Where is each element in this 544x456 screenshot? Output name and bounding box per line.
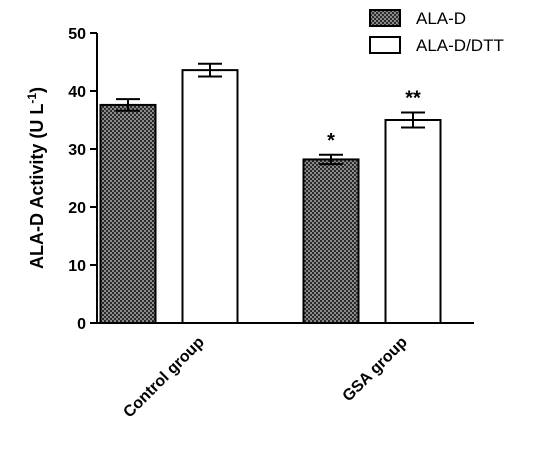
legend-swatch-ala-d (369, 9, 401, 27)
legend-label: ALA-D/DTT (416, 36, 504, 55)
bar-ala-d-control-group (99, 103, 157, 324)
y-tick-label: 0 (77, 316, 86, 333)
x-tick-label: GSA group (340, 334, 411, 405)
legend-swatch-ala-d-dtt (369, 36, 401, 54)
y-tick-label: 30 (68, 142, 86, 159)
significance-marker: * (327, 130, 335, 152)
legend-label: ALA-D (416, 9, 466, 28)
x-tick-label: Control group (120, 334, 208, 422)
y-tick-label: 10 (68, 258, 86, 275)
y-axis-title-main: ALA-D Activity (U L (27, 104, 47, 269)
bar-ala-d-dtt-gsa-group (384, 119, 442, 324)
y-tick-label: 40 (68, 84, 86, 101)
svg-text:ALA-D Activity (U L-1): ALA-D Activity (U L-1) (25, 87, 47, 269)
bar-ala-d-dtt-control-group (181, 69, 239, 325)
y-axis-title-superscript: -1 (25, 93, 39, 104)
y-tick-label: 50 (68, 26, 86, 43)
bar-ala-d-gsa-group (302, 158, 360, 324)
y-tick-label: 20 (68, 200, 86, 217)
y-axis-title-close: ) (27, 87, 47, 93)
significance-marker: ** (405, 87, 421, 109)
y-axis-title: ALA-D Activity (U L-1) (25, 87, 47, 269)
